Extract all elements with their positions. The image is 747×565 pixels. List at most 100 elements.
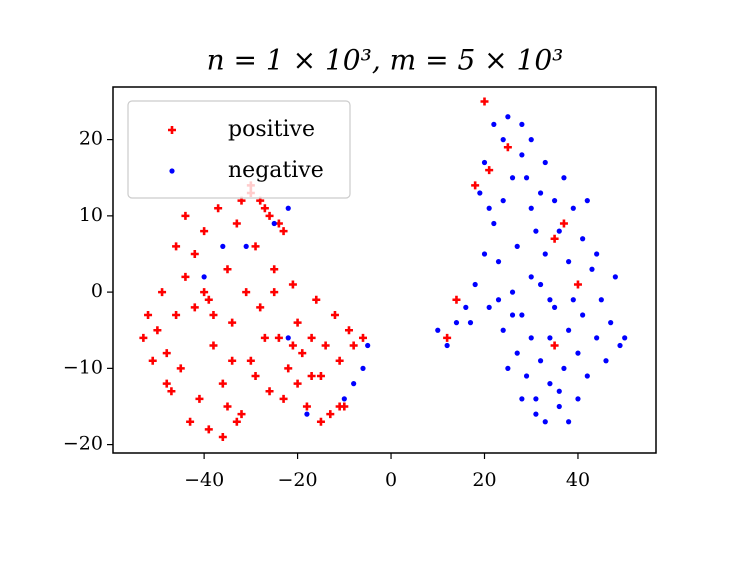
point xyxy=(293,318,302,327)
point xyxy=(223,402,232,411)
point xyxy=(542,251,548,257)
point xyxy=(622,335,628,341)
point xyxy=(523,175,530,181)
legend-label: positive xyxy=(228,117,315,142)
point xyxy=(547,335,553,341)
point xyxy=(550,341,559,350)
point xyxy=(330,310,339,319)
point xyxy=(598,297,604,303)
point xyxy=(270,288,279,297)
point xyxy=(270,265,279,274)
point xyxy=(298,349,307,358)
x-tick-label: 0 xyxy=(385,469,397,491)
point xyxy=(519,312,525,318)
point xyxy=(503,143,512,152)
point xyxy=(519,152,525,158)
point xyxy=(573,280,582,289)
point xyxy=(265,211,274,220)
point xyxy=(542,419,548,425)
point xyxy=(349,341,358,350)
point xyxy=(220,243,226,249)
point xyxy=(443,333,452,342)
point xyxy=(500,327,506,333)
point xyxy=(551,304,558,310)
point xyxy=(260,333,269,342)
point xyxy=(260,204,269,213)
point xyxy=(561,175,567,181)
point xyxy=(304,411,310,417)
point xyxy=(542,159,548,166)
point xyxy=(186,417,195,426)
point xyxy=(491,220,497,227)
point xyxy=(242,288,251,297)
point xyxy=(486,304,492,310)
point xyxy=(471,181,480,190)
point xyxy=(584,373,590,379)
point xyxy=(341,396,347,402)
point xyxy=(167,387,176,396)
point xyxy=(528,137,534,143)
point xyxy=(246,356,255,365)
point xyxy=(162,349,171,358)
point xyxy=(570,297,576,303)
point xyxy=(312,295,321,304)
point xyxy=(228,318,237,327)
point xyxy=(307,333,316,342)
point xyxy=(603,358,609,364)
point xyxy=(566,419,572,425)
point xyxy=(514,243,520,249)
point xyxy=(172,310,181,319)
plot-frame xyxy=(112,86,657,454)
point xyxy=(505,365,511,371)
point xyxy=(321,341,330,350)
point xyxy=(612,274,618,280)
point xyxy=(279,227,288,236)
point xyxy=(500,198,506,204)
point xyxy=(453,320,460,326)
point xyxy=(288,280,297,289)
point xyxy=(580,236,586,242)
point xyxy=(556,403,562,410)
point xyxy=(533,228,539,234)
point xyxy=(519,121,525,127)
point xyxy=(495,259,502,265)
point xyxy=(223,265,232,274)
point xyxy=(486,205,492,211)
point xyxy=(172,242,181,251)
point xyxy=(551,198,558,204)
point xyxy=(195,394,204,403)
point xyxy=(359,333,368,342)
point xyxy=(467,320,474,326)
y-tick-label: −20 xyxy=(63,433,103,455)
point xyxy=(491,121,497,127)
point xyxy=(584,198,590,204)
point xyxy=(514,350,520,356)
point xyxy=(335,402,344,411)
point xyxy=(589,266,595,272)
point xyxy=(435,327,441,333)
point xyxy=(580,312,586,318)
point xyxy=(575,350,581,356)
point xyxy=(505,114,511,120)
point xyxy=(293,379,302,388)
point xyxy=(556,228,562,234)
point xyxy=(326,410,335,419)
point xyxy=(176,364,185,373)
point xyxy=(218,432,227,441)
legend-marker xyxy=(168,126,176,134)
point xyxy=(274,333,283,342)
point xyxy=(144,310,153,319)
point xyxy=(335,356,344,365)
point xyxy=(288,341,297,350)
point xyxy=(214,204,223,213)
point xyxy=(528,205,534,211)
point xyxy=(547,297,553,303)
point xyxy=(316,371,325,380)
point xyxy=(528,274,534,280)
point xyxy=(279,394,288,403)
point xyxy=(575,396,581,402)
point xyxy=(547,381,553,387)
point xyxy=(285,335,291,341)
